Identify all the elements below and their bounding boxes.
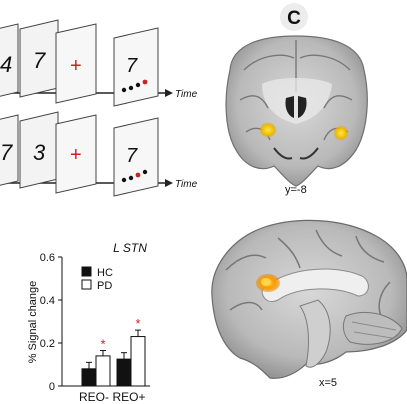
stimulus-digit: 3 — [33, 140, 46, 165]
activation-blob-left — [260, 123, 276, 137]
x-axis-tick-labels: REO- REO+ — [79, 390, 146, 404]
response-dot — [135, 82, 141, 88]
response-dot-highlighted — [142, 79, 148, 85]
stimulus-digit: 4 — [0, 52, 12, 77]
legend-swatch-pd — [81, 279, 92, 290]
response-dot-highlighted — [135, 172, 141, 178]
bar-pd-1 — [130, 336, 146, 387]
chart-bars: ** — [81, 316, 146, 387]
y-tick-label: 0.4 — [40, 295, 55, 307]
stimulus-card — [0, 114, 19, 186]
coronal-slice-label: y=-8 — [285, 184, 307, 196]
response-dot — [121, 177, 127, 183]
x-tick-label: REO- — [79, 390, 109, 404]
sequence-row-1: 4 7 + 7 Time — [0, 19, 198, 107]
bar-hc-0 — [81, 368, 97, 387]
y-tick-label: 0.2 — [40, 338, 55, 350]
legend-swatch-hc — [81, 266, 92, 277]
stimulus-digit: 7 — [0, 140, 13, 165]
stimulus-digit: 7 — [33, 48, 46, 73]
activation-blob-right — [334, 126, 348, 140]
significance-star: * — [135, 316, 140, 331]
y-tick-label: 0 — [49, 381, 55, 393]
stimulus-card — [55, 114, 97, 194]
y-tick-label: 0.6 — [40, 252, 55, 264]
chart-title: L STN — [113, 241, 147, 255]
stimulus-digit: 7 — [126, 55, 138, 77]
y-axis-ticks: 0 0.2 0.4 0.6 — [40, 252, 62, 393]
coronal-slice — [225, 35, 368, 187]
stimulus-sequence-illustration: 4 7 + 7 Time 7 3 + 7 Time — [0, 19, 198, 197]
chart-axes — [61, 257, 150, 387]
panel-label: C — [287, 8, 301, 29]
time-label: Time — [175, 179, 198, 190]
x-tick-label: REO+ — [112, 390, 145, 404]
response-dot — [142, 169, 148, 175]
legend-label-pd: PD — [97, 280, 112, 292]
sagittal-slice-label: x=5 — [319, 377, 337, 389]
response-dot — [128, 85, 134, 91]
activation-blob-sagittal — [256, 274, 280, 292]
timeline-arrowhead — [165, 179, 173, 187]
bar-pd-0 — [95, 355, 111, 387]
y-axis-label: % Signal change — [27, 281, 39, 364]
bar-hc-1 — [116, 358, 132, 387]
sagittal-slice — [211, 219, 407, 379]
significance-star: * — [100, 337, 105, 352]
time-label: Time — [175, 89, 198, 100]
fixation-cross: + — [70, 144, 82, 166]
response-dot — [121, 87, 127, 93]
legend-label-hc: HC — [97, 267, 113, 279]
timeline-arrowhead — [165, 89, 173, 97]
stimulus-card — [113, 117, 159, 197]
stimulus-card — [55, 23, 97, 104]
stimulus-card — [0, 23, 19, 97]
sequence-row-2: 7 3 + 7 Time — [0, 111, 198, 197]
stimulus-digit: 7 — [126, 145, 138, 167]
fixation-cross: + — [70, 55, 82, 77]
response-dot — [128, 175, 134, 181]
stimulus-card — [113, 27, 159, 107]
panel-label-badge: C — [280, 3, 308, 31]
